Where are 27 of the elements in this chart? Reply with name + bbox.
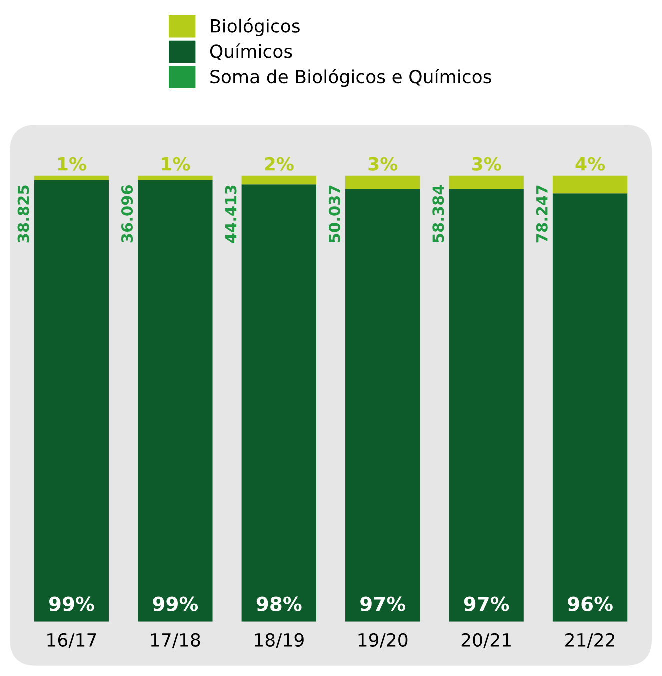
data-label: 98% [256, 596, 302, 612]
annotation: 38.825 [18, 186, 30, 243]
data-label: 96% [568, 596, 613, 612]
data-label: 97% [360, 596, 406, 612]
data-label: 99% [49, 596, 94, 612]
legend-label: Soma de Biológicos e Químicos [210, 68, 492, 88]
x-tick-label: 19/20 [358, 633, 408, 648]
data-label: 4% [576, 157, 606, 171]
legend-label: Biológicos [211, 18, 300, 36]
x-tick-label: 16/17 [48, 633, 96, 648]
annotation: 58.384 [432, 185, 444, 242]
data-label: 2% [265, 157, 294, 171]
x-tick-label: 20/21 [462, 633, 511, 648]
annotation: 44.413 [225, 186, 237, 243]
data-label: 99% [153, 596, 198, 612]
x-tick-label: 17/18 [151, 633, 200, 648]
data-label: 97% [464, 596, 510, 612]
data-label: 1% [58, 157, 86, 171]
legend-label: Químicos [210, 44, 292, 60]
x-tick-label: 21/22 [566, 633, 614, 648]
data-label: 1% [162, 157, 190, 171]
annotation: 50.037 [328, 186, 340, 242]
data-label: 3% [472, 157, 502, 171]
x-tick-label: 18/19 [255, 633, 304, 648]
data-label: 3% [368, 157, 398, 171]
annotation: 78.247 [536, 186, 548, 243]
annotation: 36.096 [122, 186, 134, 243]
